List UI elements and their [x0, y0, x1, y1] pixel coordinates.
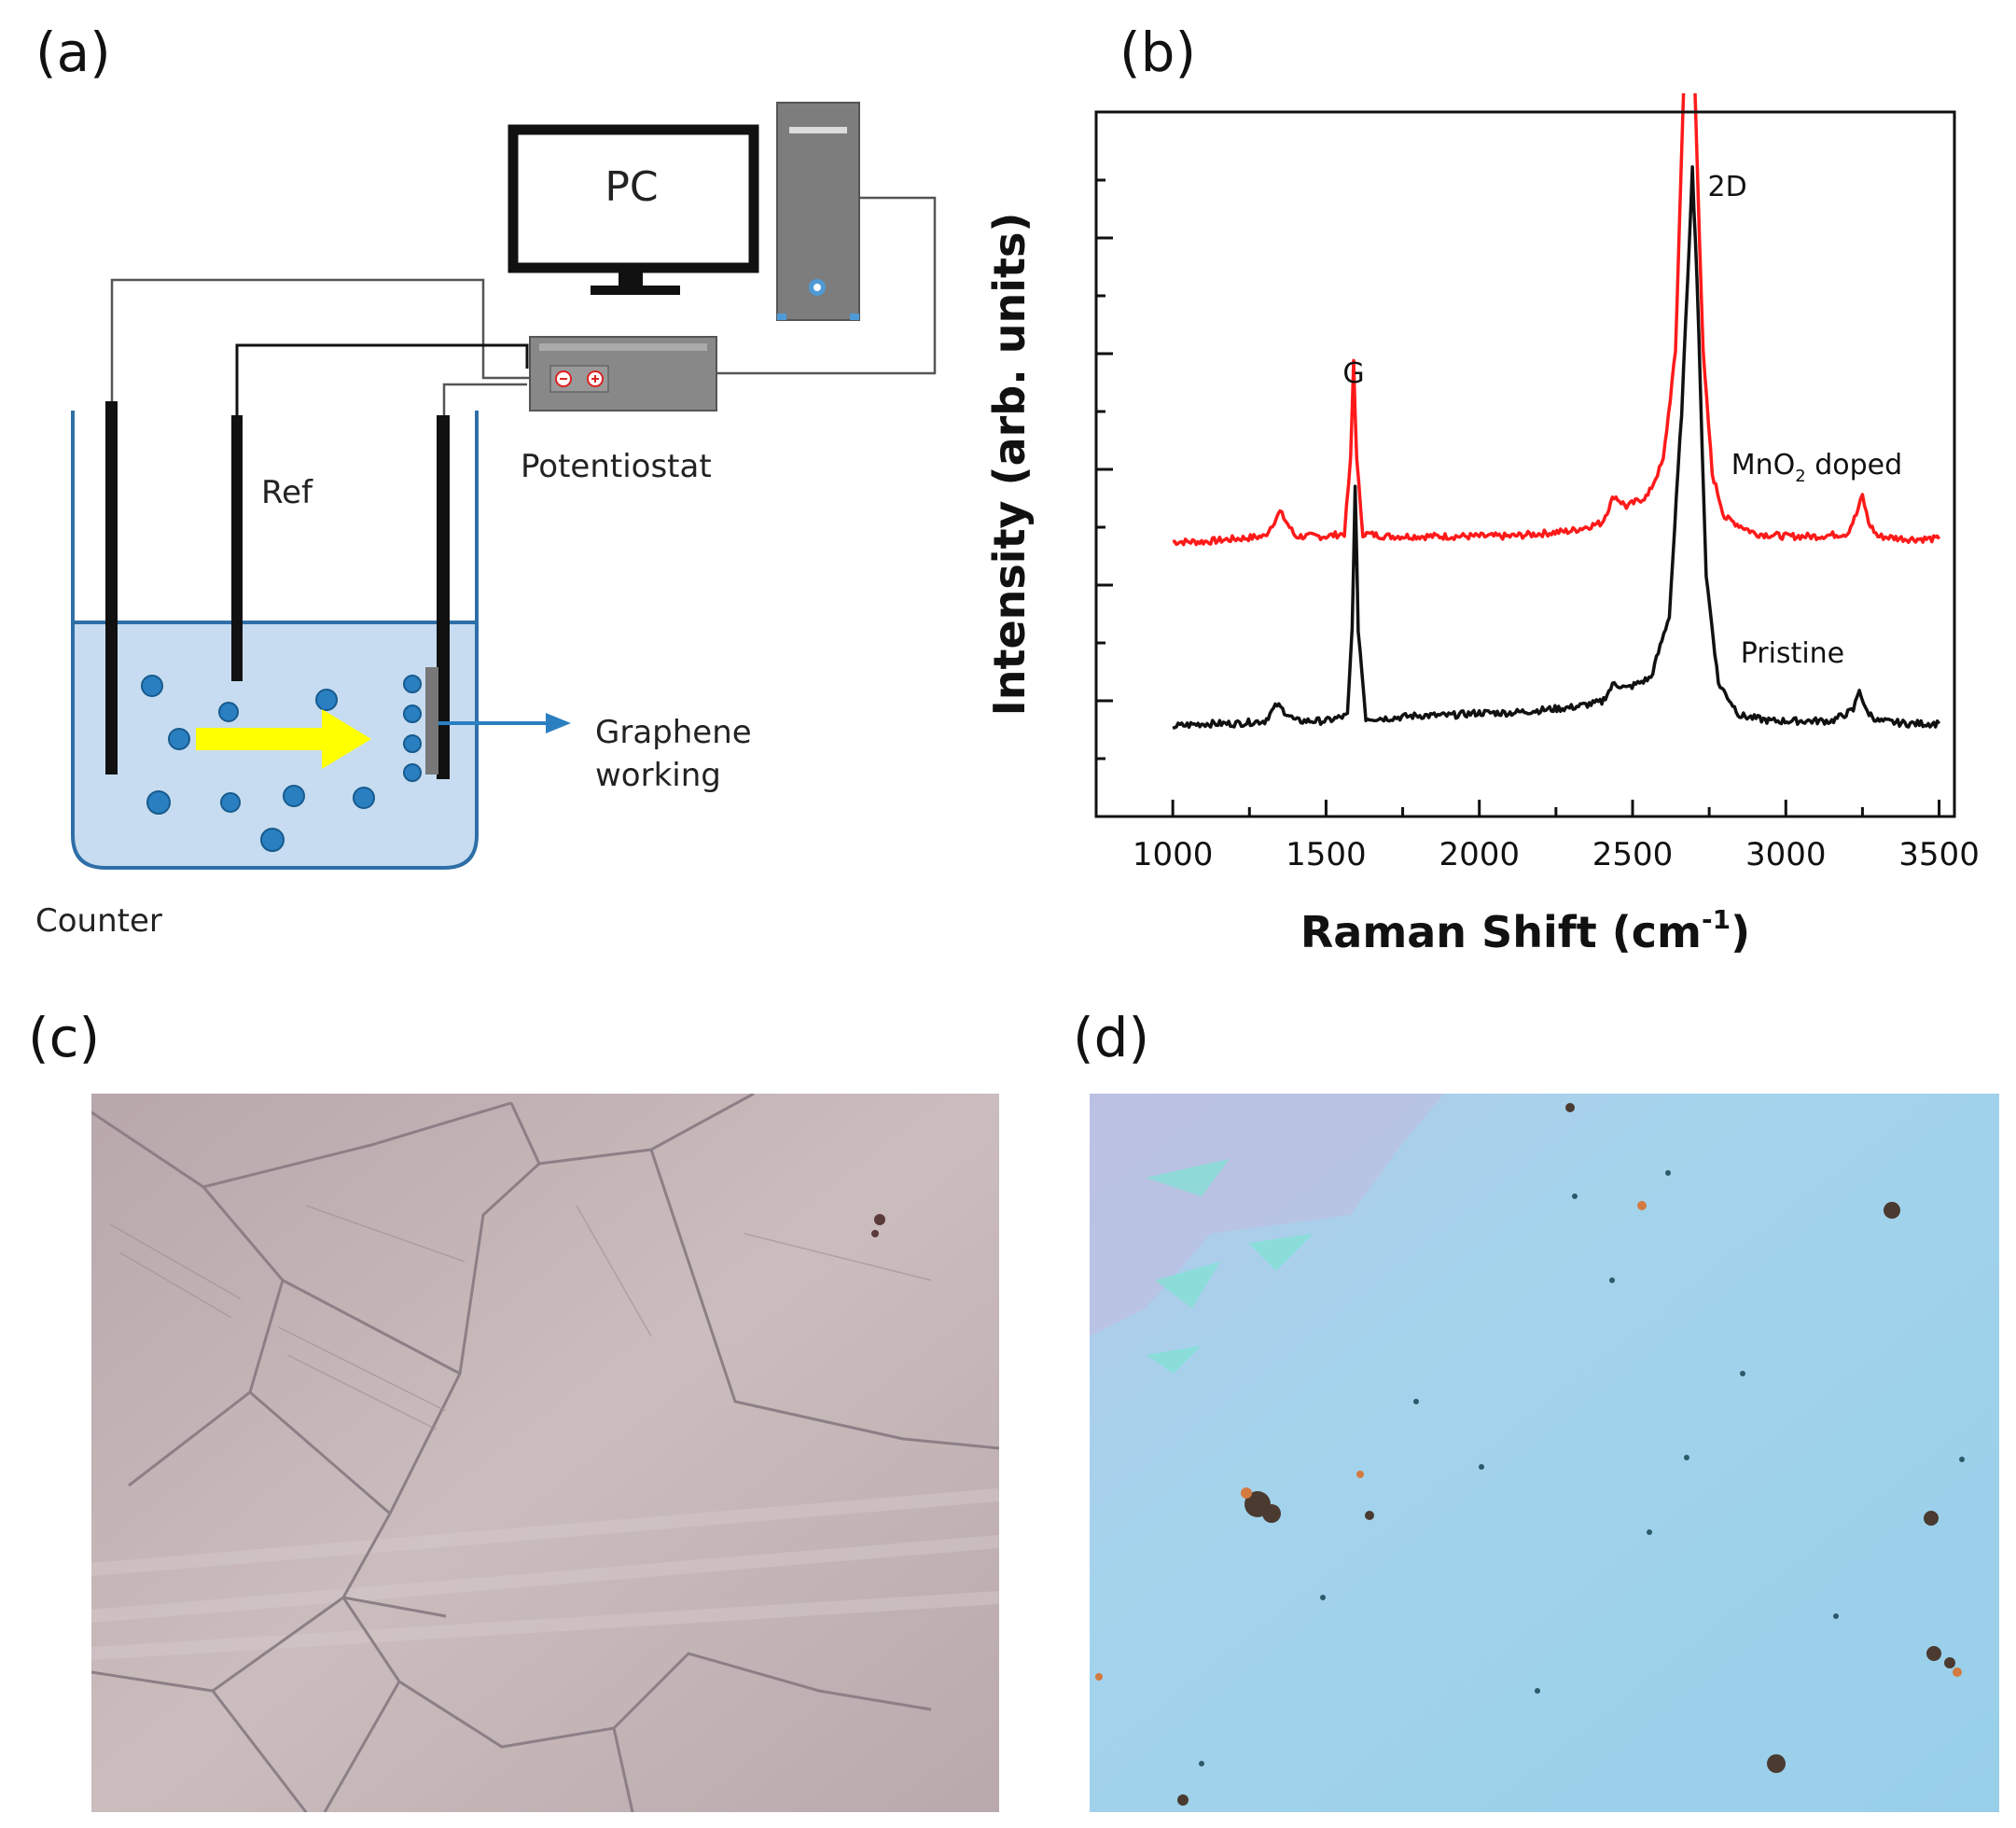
legend-mno2-sub: 2 — [1795, 467, 1805, 486]
x-tick-label: 2000 — [1439, 836, 1520, 873]
annotation-2D: 2D — [1708, 171, 1747, 203]
counter-label: Counter — [35, 902, 162, 940]
reference-electrode — [231, 415, 243, 681]
x-axis-label-end: ) — [1731, 907, 1750, 957]
micrograph-pristine — [91, 1094, 999, 1812]
legend-mno2-doped: MnO2 doped — [1731, 449, 1902, 486]
x-tick-label: 3000 — [1745, 836, 1827, 873]
particles — [1090, 1094, 1999, 1812]
x-tick-label: 1000 — [1133, 836, 1214, 873]
computer-tower-icon — [776, 102, 860, 321]
ref-wire — [235, 343, 529, 420]
graphene-working-label: Graphene working — [595, 711, 752, 797]
legend-mno2-main: MnO — [1731, 449, 1796, 481]
x-axis-label: Raman Shift (cm-1) — [1300, 904, 1750, 957]
monitor-icon — [507, 124, 759, 295]
micrograph-mno2-doped — [1090, 1094, 1999, 1812]
pc-wire — [714, 196, 937, 375]
potentiostat-icon — [529, 336, 717, 412]
panel-label-d: (d) — [1073, 1006, 1150, 1069]
y-axis-ticks — [1096, 178, 1113, 761]
pc-label: PC — [605, 163, 659, 211]
working-electrode — [437, 415, 450, 779]
ref-label: Ref — [261, 474, 313, 511]
series-lines — [1172, 93, 1941, 731]
working-electrode-arrow — [438, 713, 571, 733]
annotation-G: G — [1342, 357, 1364, 390]
ions — [141, 675, 422, 852]
legend-pristine: Pristine — [1741, 637, 1844, 670]
raman-chart: 1000 1500 2000 2500 3000 3500 G 2D MnO2 doped… — [984, 93, 1980, 957]
x-axis-label-sup: -1 — [1702, 904, 1731, 935]
y-axis-label: Intensity (arb. units) — [984, 213, 1035, 717]
panel-label-c: (c) — [28, 1006, 101, 1069]
graphene-label-line1: Graphene — [595, 714, 752, 751]
working-wire — [442, 383, 527, 415]
series-line-pristine — [1172, 165, 1941, 731]
x-tick-label: 1500 — [1286, 836, 1367, 873]
graphene-sheet — [425, 667, 438, 774]
grain-boundaries — [91, 1094, 999, 1812]
panel-label-b: (b) — [1119, 21, 1197, 84]
counter-electrode — [105, 401, 118, 774]
potentiostat-label: Potentiostat — [521, 448, 712, 485]
ion-flow-arrow — [196, 709, 371, 769]
series-line-mno2-doped — [1172, 93, 1941, 547]
panel-label-a: (a) — [35, 21, 111, 84]
legend-mno2-end: doped — [1806, 449, 1902, 481]
x-axis-ticks: 1000 1500 2000 2500 3000 3500 — [1133, 800, 1980, 873]
x-tick-label: 3500 — [1898, 836, 1980, 873]
x-axis-label-main: Raman Shift (cm — [1300, 907, 1702, 957]
graphene-label-line2: working — [595, 757, 721, 794]
x-tick-label: 2500 — [1592, 836, 1674, 873]
counter-wire — [110, 278, 536, 401]
electrochemical-setup-diagram — [71, 102, 937, 870]
plot-frame — [1094, 110, 1956, 818]
